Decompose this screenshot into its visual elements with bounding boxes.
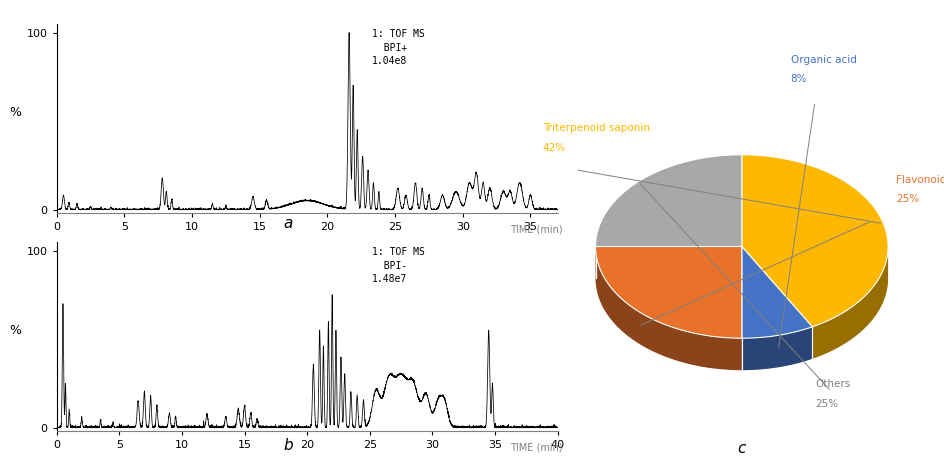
Polygon shape <box>741 327 812 370</box>
Text: 25%: 25% <box>814 399 837 409</box>
Text: TIME (min): TIME (min) <box>510 443 562 453</box>
Text: 42%: 42% <box>542 143 565 153</box>
Text: Triterpenoid saponin: Triterpenoid saponin <box>542 123 649 133</box>
Text: Others: Others <box>814 379 850 390</box>
Polygon shape <box>595 246 741 338</box>
Polygon shape <box>595 246 741 370</box>
Text: 1: TOF MS
  BPI+
1.04e8: 1: TOF MS BPI+ 1.04e8 <box>372 29 425 66</box>
Polygon shape <box>812 247 887 359</box>
Text: Organic acid: Organic acid <box>790 55 855 65</box>
Text: 25%: 25% <box>895 194 919 204</box>
Y-axis label: %: % <box>9 324 22 337</box>
Text: TIME (min): TIME (min) <box>510 225 562 235</box>
Polygon shape <box>741 155 887 327</box>
Text: Flavonoids: Flavonoids <box>895 174 944 184</box>
Text: 8%: 8% <box>790 74 806 84</box>
Polygon shape <box>595 155 741 246</box>
Text: 1: TOF MS
  BPI-
1.48e7: 1: TOF MS BPI- 1.48e7 <box>372 247 425 284</box>
Text: c: c <box>737 440 745 456</box>
Text: b: b <box>283 438 293 453</box>
Y-axis label: %: % <box>9 106 22 118</box>
Polygon shape <box>741 246 812 338</box>
Text: a: a <box>283 216 293 230</box>
